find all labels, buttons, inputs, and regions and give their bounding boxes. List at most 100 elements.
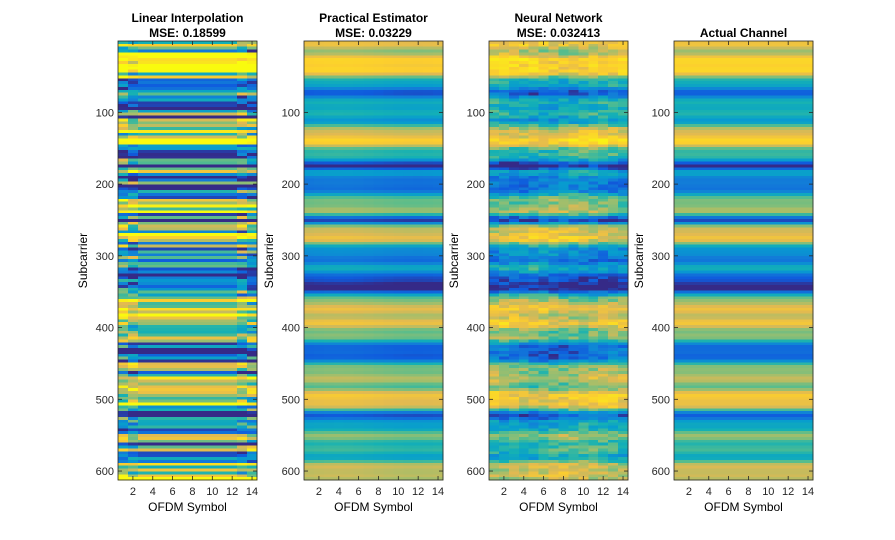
heatmap-cell — [393, 201, 404, 206]
heatmap-cell — [227, 310, 238, 315]
heatmap-cell — [363, 273, 375, 277]
heatmap-cell — [217, 167, 228, 171]
heatmap-cell — [353, 46, 365, 51]
heatmap-cell — [187, 307, 199, 312]
heatmap-cell — [157, 190, 169, 194]
heatmap-cell — [433, 66, 444, 71]
heatmap-cell — [304, 72, 315, 77]
heatmap-cell — [247, 175, 258, 180]
heatmap-cell — [137, 339, 149, 343]
heatmap-cell — [157, 313, 169, 318]
heatmap-cell — [423, 81, 434, 85]
heatmap-cell — [403, 101, 414, 105]
heatmap-cell — [313, 190, 325, 194]
heatmap-cell — [333, 307, 345, 312]
heatmap-cell — [413, 256, 424, 260]
heatmap-cell — [227, 359, 238, 363]
heatmap-cell — [393, 339, 404, 343]
heatmap-cell — [393, 302, 404, 306]
heatmap-cell — [403, 213, 414, 217]
heatmap-cell — [237, 187, 248, 191]
heatmap-cell — [393, 336, 404, 341]
heatmap-cell — [247, 434, 258, 438]
heatmap-cell — [333, 267, 345, 272]
heatmap-cell — [137, 327, 149, 332]
heatmap-cell — [304, 273, 315, 277]
heatmap-cell — [304, 58, 315, 62]
heatmap-cell — [127, 43, 139, 48]
heatmap-cell — [373, 178, 385, 183]
heatmap-cell — [333, 368, 345, 372]
heatmap-cell — [118, 118, 129, 122]
heatmap-cell — [237, 224, 248, 229]
heatmap-cell — [137, 287, 149, 292]
heatmap-cell — [433, 227, 444, 231]
heatmap-cell — [237, 129, 248, 134]
heatmap-cell — [217, 273, 228, 277]
heatmap-cell — [177, 135, 189, 140]
heatmap-cell — [383, 43, 394, 48]
heatmap-cell — [413, 58, 424, 62]
heatmap-cell — [403, 273, 414, 277]
heatmap-cell — [393, 287, 404, 292]
heatmap-cell — [177, 471, 189, 475]
heatmap-cell — [227, 402, 238, 406]
heatmap-cell — [247, 49, 258, 54]
heatmap-cell — [127, 376, 139, 381]
heatmap-cell — [304, 350, 315, 355]
heatmap-cell — [137, 233, 149, 237]
heatmap-cell — [433, 172, 444, 177]
heatmap-cell — [433, 336, 444, 341]
heatmap-cell — [137, 216, 149, 220]
heatmap-cell — [167, 414, 179, 418]
heatmap-cell — [353, 127, 365, 131]
heatmap-cell — [177, 63, 189, 68]
heatmap-cell — [118, 213, 129, 217]
heatmap-cell — [393, 247, 404, 252]
heatmap-cell — [217, 52, 228, 56]
heatmap-cell — [423, 89, 434, 94]
heatmap-cell — [353, 198, 365, 203]
heatmap-cell — [313, 106, 325, 111]
heatmap-cell — [167, 362, 179, 366]
heatmap-cell — [237, 247, 248, 252]
heatmap-cell — [227, 373, 238, 378]
heatmap-cell — [227, 75, 238, 79]
heatmap-cell — [177, 322, 189, 326]
heatmap-cell — [157, 161, 169, 165]
heatmap-cell — [313, 198, 325, 203]
heatmap-cell — [127, 342, 139, 346]
heatmap-cell — [217, 101, 228, 105]
heatmap-cell — [118, 106, 129, 111]
heatmap-cell — [207, 92, 218, 97]
heatmap-cell — [118, 382, 129, 386]
heatmap-cell — [147, 127, 159, 131]
heatmap-cell — [403, 72, 414, 77]
heatmap-cell — [227, 147, 238, 151]
heatmap-cell — [227, 462, 238, 467]
heatmap-cell — [137, 92, 149, 97]
heatmap-cell — [363, 362, 375, 366]
heatmap-cell — [403, 69, 414, 74]
heatmap-cell — [423, 368, 434, 372]
heatmap-cell — [137, 256, 149, 260]
heatmap-cell — [413, 129, 424, 134]
heatmap-cell — [227, 264, 238, 269]
heatmap-cell — [353, 348, 365, 352]
x-tick-label: 6 — [356, 486, 362, 498]
heatmap-cell — [383, 152, 394, 157]
heatmap-cell — [363, 193, 375, 197]
heatmap-cell — [304, 132, 315, 137]
heatmap-cell — [227, 52, 238, 56]
heatmap-cell — [413, 150, 424, 154]
heatmap-cell — [333, 253, 345, 257]
heatmap-cell — [247, 411, 258, 415]
heatmap-cell — [304, 267, 315, 272]
heatmap-cell — [217, 454, 228, 458]
heatmap-cell — [197, 356, 208, 361]
heatmap-cell — [423, 75, 434, 79]
heatmap-cell — [157, 172, 169, 177]
heatmap-cell — [217, 353, 228, 358]
heatmap-cell — [423, 55, 434, 59]
heatmap-cell — [137, 241, 149, 246]
